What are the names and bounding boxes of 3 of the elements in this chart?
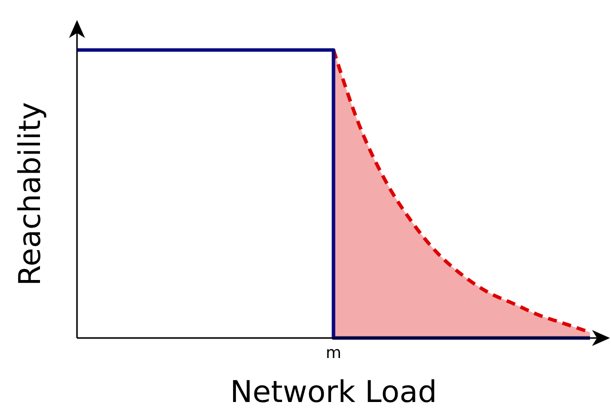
x-axis-title: Network Load (230, 375, 437, 410)
text: m (326, 343, 342, 362)
y-axis-title: Reachability (13, 102, 48, 286)
